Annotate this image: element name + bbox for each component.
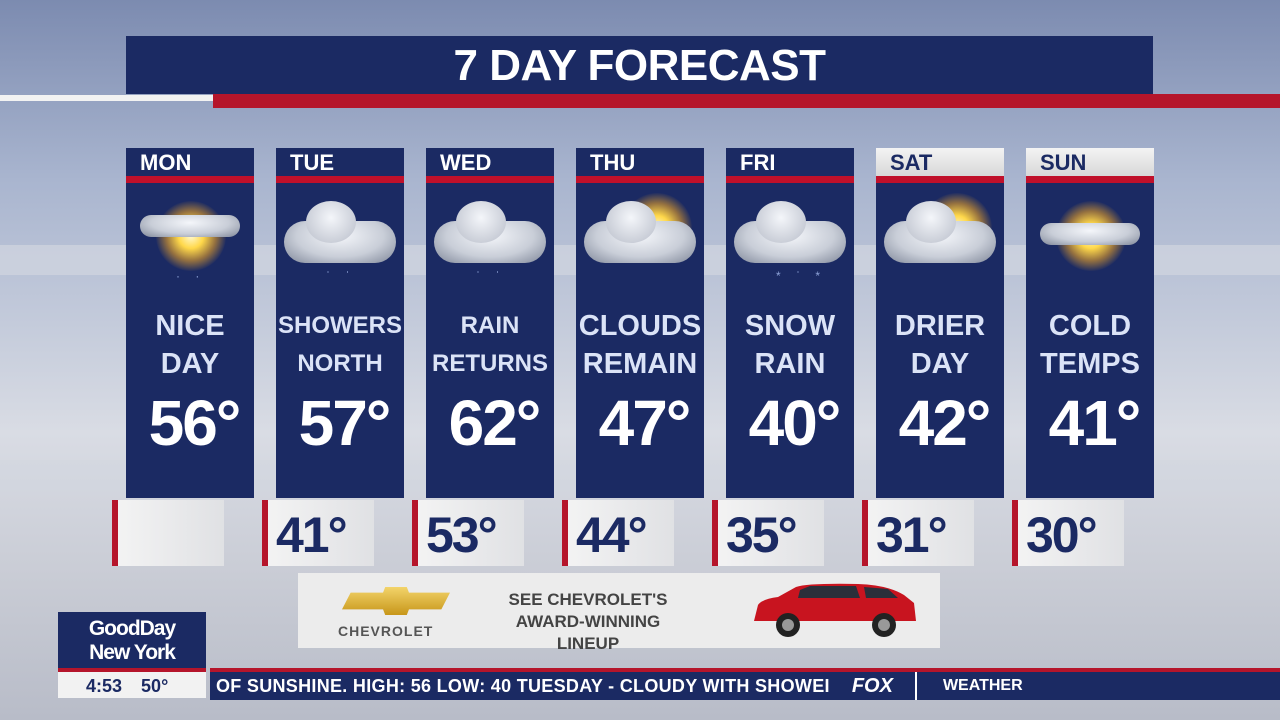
divider [412, 500, 418, 566]
divider [576, 176, 704, 183]
low-temp: 30° [1026, 507, 1098, 563]
forecast-day-wed: WED ˈ ˈ RAIN RETURNS 62° [426, 148, 554, 498]
day-label: THU [590, 150, 636, 175]
partly-cloudy-icon [576, 183, 704, 303]
low-temp-box: 35° [712, 500, 824, 566]
divider [1012, 500, 1018, 566]
partly-cloudy-icon [876, 183, 1004, 303]
description-line-2: TEMPS [1040, 348, 1140, 380]
description-line-1: COLD [1048, 310, 1132, 342]
show-logo: GoodDay New York [58, 612, 206, 668]
cloud-snow-rain-icon: * ˈ * [726, 183, 854, 303]
low-temp: 35° [726, 507, 798, 563]
description-line-2: DAY [910, 348, 970, 380]
low-temp-box: 53° [412, 500, 524, 566]
divider [0, 95, 213, 101]
day-label: SUN [1026, 148, 1154, 176]
chevrolet-ad[interactable]: CHEVROLET SEE CHEVROLET'S AWARD-WINNING … [298, 573, 940, 653]
forecast-description: NICE DAY [126, 307, 254, 387]
news-ticker: OF SUNSHINE. HIGH: 56 LOW: 40 TUESDAY - … [210, 668, 1280, 700]
description-line-2: DAY [160, 348, 220, 380]
ticker-text: OF SUNSHINE. HIGH: 56 LOW: 40 TUESDAY - … [216, 675, 830, 696]
low-temp-box: 41° [262, 500, 374, 566]
description-line-1: CLOUDS [578, 310, 702, 342]
forecast-day-tue: TUE ˈ ˈ SHOWERS NORTH 57° [276, 148, 404, 498]
forecast-day-thu: THU CLOUDS REMAIN 47° [576, 148, 704, 498]
description-line-2: NORTH [297, 350, 383, 377]
divider [276, 176, 404, 183]
high-temp: 56° [148, 387, 242, 459]
forecast-day-mon: MON · · NICE DAY 56° [126, 148, 254, 498]
description-line-2: REMAIN [582, 348, 698, 380]
high-temp: 62° [448, 387, 542, 459]
ad-line-1: SEE CHEVROLET'S [508, 590, 668, 609]
current-temp: 50° [141, 676, 169, 696]
red-suv-icon [754, 583, 916, 637]
description-line-1: SHOWERS [277, 312, 402, 339]
forecast-day-sat: SAT DRIER DAY 42° [876, 148, 1004, 498]
chevrolet-logo-icon [342, 587, 450, 615]
day-label: TUE [290, 150, 334, 175]
low-temp: 31° [876, 507, 948, 563]
forecast-description: DRIER DAY [876, 307, 1004, 387]
clock-time: 4:53 [86, 676, 123, 696]
high-temp: 57° [298, 387, 392, 459]
divider [126, 176, 254, 183]
fox-logo: FOX [851, 674, 893, 697]
description-line-2: RAIN [754, 348, 826, 380]
divider [112, 500, 118, 566]
divider [58, 668, 206, 672]
high-temp: 47° [598, 387, 692, 459]
divider [262, 500, 268, 566]
ad-message: SEE CHEVROLET'S AWARD-WINNING LINEUP [483, 589, 693, 655]
sunny-icon [1026, 183, 1154, 303]
description-line-1: DRIER [894, 310, 986, 342]
divider [876, 176, 1004, 183]
description-line-2: RETURNS [431, 350, 548, 377]
ticker-section: WEATHER [942, 677, 1023, 694]
time-temp: 4:53 50° [58, 672, 206, 698]
day-label: WED [440, 150, 492, 175]
divider [914, 672, 917, 700]
forecast-description: SNOW RAIN [726, 307, 854, 387]
low-temp-box: 44° [562, 500, 674, 566]
description-line-1: NICE [155, 310, 225, 342]
day-label: FRI [740, 150, 776, 175]
show-logo-line-1: GoodDay [88, 617, 176, 640]
forecast-description: COLD TEMPS [1026, 307, 1154, 387]
page-title: 7 DAY FORECAST [126, 36, 1153, 94]
low-temp: 41° [276, 507, 348, 563]
divider [712, 500, 718, 566]
low-temp-box: 31° [862, 500, 974, 566]
low-temp: 44° [576, 507, 648, 563]
description-line-1: RAIN [460, 312, 520, 339]
description-line-1: SNOW [744, 310, 836, 342]
sun-cloud-icon: · · [126, 183, 254, 303]
divider [862, 500, 868, 566]
day-label: MON [140, 150, 192, 175]
show-logo-line-2: New York [89, 641, 176, 664]
high-temp: 41° [1048, 387, 1142, 459]
divider [1026, 176, 1154, 183]
divider [213, 94, 1280, 108]
forecast-day-sun: SUN COLD TEMPS 41° [1026, 148, 1154, 498]
low-temp-box [112, 500, 224, 566]
forecast-day-fri: FRI * ˈ * SNOW RAIN 40° [726, 148, 854, 498]
divider [562, 500, 568, 566]
low-temp: 53° [426, 507, 498, 563]
high-temp: 42° [898, 387, 992, 459]
divider [426, 176, 554, 183]
cloud-rain-icon: ˈ ˈ [426, 183, 554, 303]
forecast-description: CLOUDS REMAIN [576, 307, 704, 387]
high-temp: 40° [748, 387, 842, 459]
day-label: SAT [876, 148, 1004, 176]
divider [726, 176, 854, 183]
ad-brand: CHEVROLET [338, 623, 434, 639]
forecast-description: SHOWERS NORTH [276, 307, 404, 387]
low-temp-box: 30° [1012, 500, 1124, 566]
cloud-rain-icon: ˈ ˈ [276, 183, 404, 303]
forecast-description: RAIN RETURNS [426, 307, 554, 387]
ad-line-2: AWARD-WINNING LINEUP [515, 612, 661, 653]
